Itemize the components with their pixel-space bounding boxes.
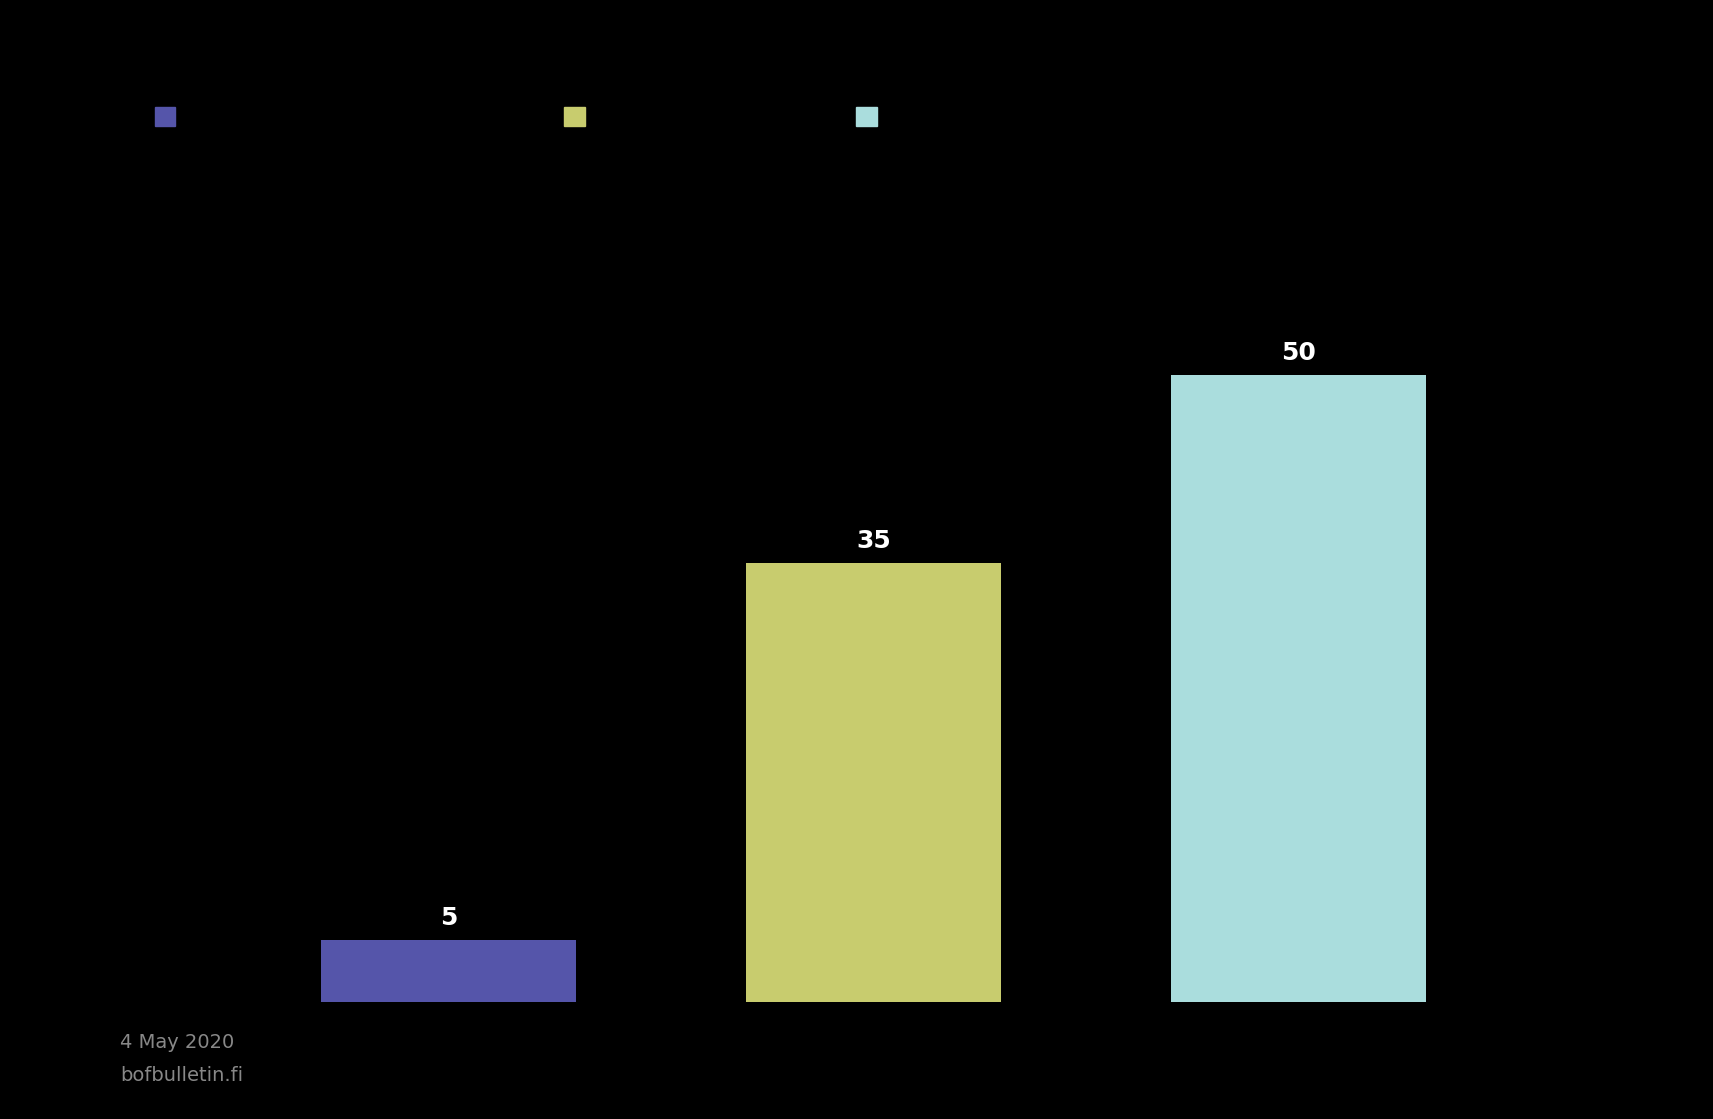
Text: 35: 35 (856, 529, 891, 553)
Text: bofbulletin.fi: bofbulletin.fi (120, 1066, 243, 1085)
Bar (320, 940, 576, 1003)
Text: 50: 50 (1281, 340, 1316, 365)
Bar (747, 563, 1000, 1003)
Legend: Banks that granted exemptions, Exemptions granted, Total value of exemptions (EU: Banks that granted exemptions, Exemption… (146, 98, 1304, 135)
Text: 4 May 2020: 4 May 2020 (120, 1033, 235, 1052)
Bar (1172, 375, 1425, 1003)
Text: 5: 5 (440, 905, 457, 930)
